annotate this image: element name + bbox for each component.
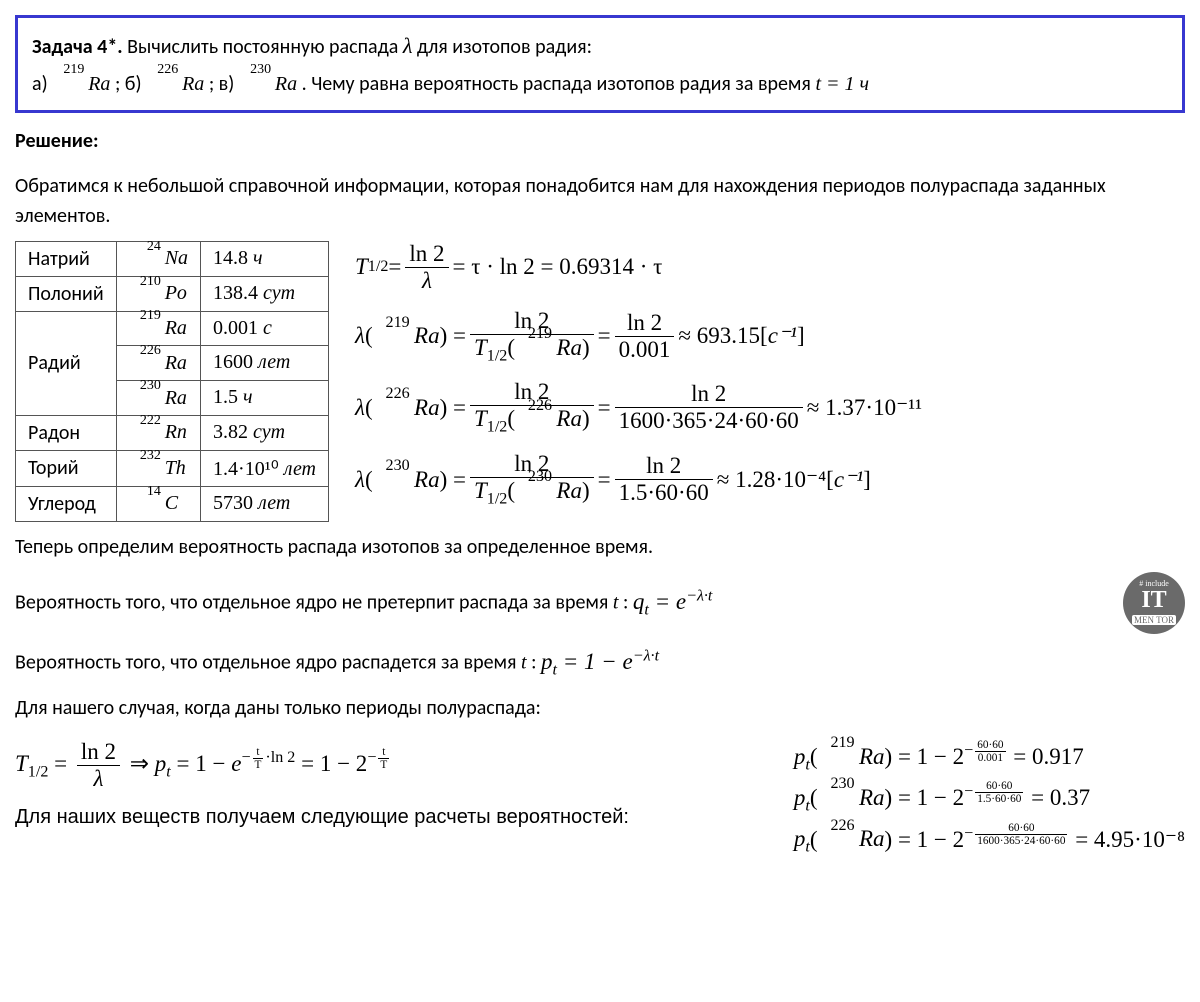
result-219: pt(219Ra) = 1 − 2−60·600.001 = 0.917 bbox=[794, 739, 1185, 774]
eq-derivation: T1/2 = ln 2λ ⇒ pt = 1 − e−tT·ln 2 = 1 − … bbox=[15, 739, 629, 792]
logo-icon: # include IT MEN TOR bbox=[1123, 572, 1185, 634]
table-row: Торий232Th1.4·10¹⁰ лет bbox=[16, 450, 329, 486]
problem-title: Задача 4*. bbox=[32, 35, 123, 59]
derivation-block: T1/2 = ln 2λ ⇒ pt = 1 − e−tT·ln 2 = 1 − … bbox=[15, 733, 629, 842]
problem-box: Задача 4*. Вычислить постоянную распада … bbox=[15, 15, 1185, 113]
solution-label: Решение: bbox=[15, 129, 1185, 153]
eq-thalf: T1/2 = ln 2λ = τ · ln 2 = 0.69314 · τ bbox=[355, 241, 1185, 294]
deriv-text: Для наших веществ получаем следующие рас… bbox=[15, 802, 629, 832]
result-226: pt(226Ra) = 1 − 2−60·601600·365·24·60·60… bbox=[794, 822, 1185, 857]
opt-c: ; в) bbox=[209, 72, 235, 96]
lambda-sym: λ bbox=[403, 33, 413, 58]
halflife-table: Натрий24Na14.8 чПолоний210Po138.4 сутРад… bbox=[15, 241, 329, 522]
q-line: Вероятность того, что отдельное ядро не … bbox=[15, 572, 1185, 634]
table-row: Углерод14C5730 лет bbox=[16, 486, 329, 521]
iso-219-ra: 219Ra bbox=[52, 66, 110, 102]
problem-text2: для изотопов радия: bbox=[417, 35, 592, 59]
case-line: Для нашего случая, когда даны только пер… bbox=[15, 693, 1185, 723]
table-row: Натрий24Na14.8 ч bbox=[16, 241, 329, 276]
after-table-text: Теперь определим вероятность распада изо… bbox=[15, 532, 1185, 562]
formula-block: T1/2 = ln 2λ = τ · ln 2 = 0.69314 · τ λ(… bbox=[355, 241, 1185, 523]
table-row: Радий219Ra0.001 с bbox=[16, 311, 329, 345]
problem-tail: . Чему равна вероятность распада изотопо… bbox=[302, 72, 811, 96]
reference-row: Натрий24Na14.8 чПолоний210Po138.4 сутРад… bbox=[15, 241, 1185, 523]
eq-lambda-230: λ(230Ra) = ln 2T1/2(230Ra) = ln 21.5·60·… bbox=[355, 451, 1185, 509]
eq-lambda-226: λ(226Ra) = ln 2T1/2(226Ra) = ln 21600·36… bbox=[355, 379, 1185, 437]
table-row: Радон222Rn3.82 сут bbox=[16, 415, 329, 450]
problem-text1: Вычислить постоянную распада bbox=[127, 35, 398, 59]
iso-226-ra: 226Ra bbox=[146, 66, 204, 102]
p-line: Вероятность того, что отдельное ядро рас… bbox=[15, 644, 1185, 682]
iso-230-ra: 230Ra bbox=[239, 66, 297, 102]
opt-b: ; б) bbox=[115, 72, 142, 96]
intro-text: Обратимся к небольшой справочной информа… bbox=[15, 171, 1185, 231]
opt-a: а) bbox=[32, 72, 48, 96]
time-val: t = 1 ч bbox=[815, 73, 869, 95]
result-230: pt(230Ra) = 1 − 2−60·601.5·60·60 = 0.37 bbox=[794, 780, 1185, 815]
eq-lambda-219: λ(219Ra) = ln 2T1/2(219Ra) = ln 20.001 ≈… bbox=[355, 308, 1185, 366]
results-block: pt(219Ra) = 1 − 2−60·600.001 = 0.917 pt(… bbox=[794, 733, 1185, 863]
table-row: Полоний210Po138.4 сут bbox=[16, 276, 329, 311]
